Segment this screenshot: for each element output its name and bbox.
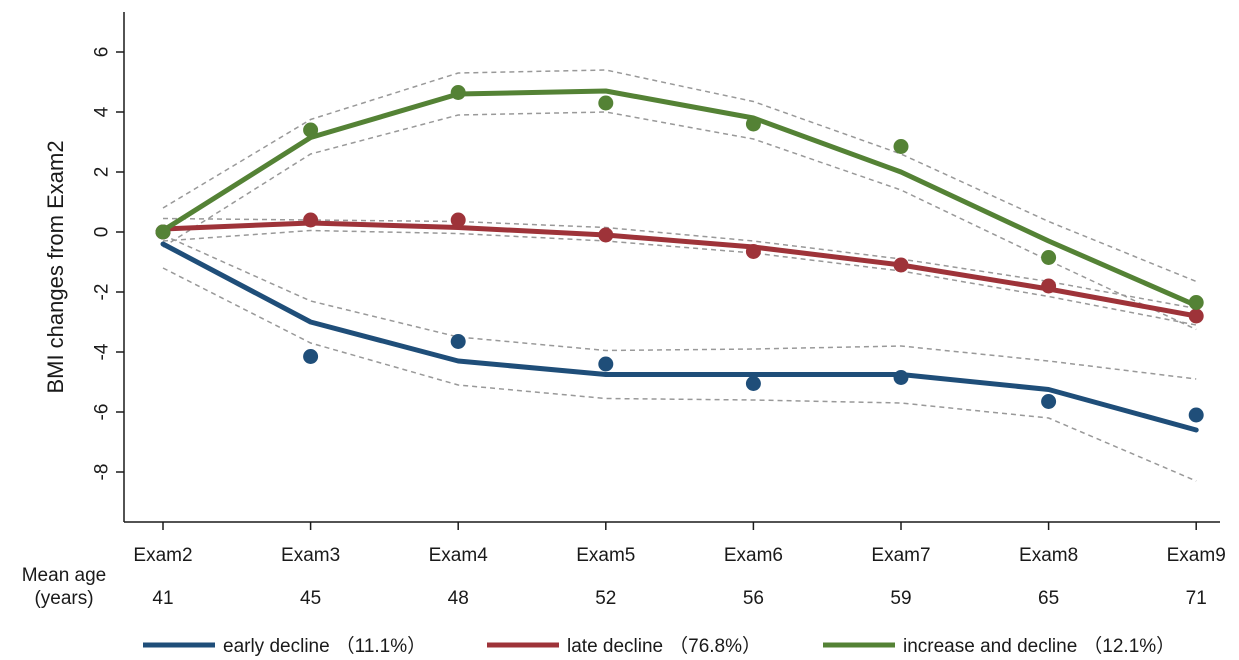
mean-age-row: Mean age (years) 41 45 48 52 56 59 65 71 (22, 565, 1207, 609)
legend: early decline （11.1%） late decline （76.8%） i… (143, 635, 1175, 657)
data-point-increase-and-decline (1188, 295, 1204, 310)
data-point-early-decline (1188, 407, 1204, 423)
x-tick-label: Exam2 (133, 545, 192, 566)
data-point-late-decline (1188, 308, 1204, 324)
axes: BMI changes from Exam2 (43, 12, 1220, 523)
mean-age-value: 48 (448, 588, 469, 609)
series-line-early-decline (160, 241, 1199, 433)
data-point-early-decline (303, 349, 319, 364)
y-ticks: 6 4 2 0 -2 -4 -6 -8 (92, 47, 124, 481)
y-tick-label: 4 (92, 106, 113, 117)
x-tick-label: Exam3 (281, 545, 340, 566)
ci-line-early-decline-lower (162, 267, 1197, 482)
legend-label-early-decline: early decline （11.1%） (223, 635, 426, 657)
data-point-increase-and-decline (155, 224, 171, 240)
x-tick-label: Exam8 (1019, 545, 1078, 566)
legend-label-increase-and-decline: increase and decline （12.1%） (903, 635, 1175, 657)
mean-age-value: 65 (1038, 588, 1059, 609)
mean-age-value: 56 (743, 588, 764, 609)
ci-line-increase-and-decline-lower (162, 111, 1197, 331)
data-point-late-decline (1041, 278, 1057, 294)
data-point-early-decline (1041, 394, 1057, 409)
data-point-increase-and-decline (1041, 250, 1057, 265)
data-point-late-decline (450, 212, 466, 228)
x-tick-label: Exam6 (724, 545, 783, 566)
data-point-increase-and-decline (598, 95, 614, 111)
data-point-late-decline (893, 257, 909, 273)
series-line-late-decline (160, 220, 1199, 319)
data-point-early-decline (450, 334, 466, 349)
data-point-late-decline (598, 227, 614, 243)
ci-line-early-decline-upper (162, 234, 1197, 380)
observed-points (155, 85, 1204, 423)
fitted-lines (160, 88, 1199, 433)
series-line-increase-and-decline (160, 88, 1199, 308)
data-point-increase-and-decline (745, 116, 761, 132)
y-tick-label: -2 (92, 284, 113, 301)
y-tick-label: -4 (92, 343, 113, 360)
y-axis-title: BMI changes from Exam2 (43, 140, 68, 393)
x-tick-label: Exam9 (1167, 545, 1226, 566)
mean-age-value: 45 (300, 588, 321, 609)
data-point-increase-and-decline (893, 139, 909, 154)
confidence-intervals (162, 69, 1197, 482)
x-ticks: Exam2 Exam3 Exam4 Exam5 Exam6 Exam7 Exam8 Exam9 (133, 522, 1226, 566)
data-point-early-decline (893, 370, 909, 385)
mean-age-value: 71 (1186, 588, 1207, 609)
mean-age-value: 52 (595, 588, 616, 609)
data-point-early-decline (745, 376, 761, 391)
ci-line-late-decline-lower (162, 229, 1197, 326)
ci-line-increase-and-decline-upper (162, 69, 1197, 283)
mean-age-value: 41 (152, 588, 173, 609)
y-tick-label: 2 (92, 167, 113, 178)
data-point-early-decline (598, 356, 614, 372)
legend-label-late-decline: late decline （76.8%） (567, 635, 761, 657)
ci-line-late-decline-upper (162, 217, 1197, 310)
x-tick-label: Exam4 (429, 545, 489, 566)
data-point-increase-and-decline (303, 122, 319, 138)
x-tick-label: Exam7 (871, 545, 930, 566)
mean-age-value: 59 (890, 588, 911, 609)
mean-age-unit: (years) (34, 588, 93, 609)
y-tick-label: 0 (92, 227, 113, 238)
y-tick-label: -6 (92, 404, 113, 421)
data-point-increase-and-decline (450, 85, 466, 100)
y-tick-label: -8 (92, 464, 113, 481)
x-tick-label: Exam5 (576, 545, 635, 566)
mean-age-label: Mean age (22, 565, 107, 586)
data-point-late-decline (303, 212, 319, 228)
data-point-late-decline (745, 244, 761, 259)
y-tick-label: 6 (92, 47, 113, 58)
